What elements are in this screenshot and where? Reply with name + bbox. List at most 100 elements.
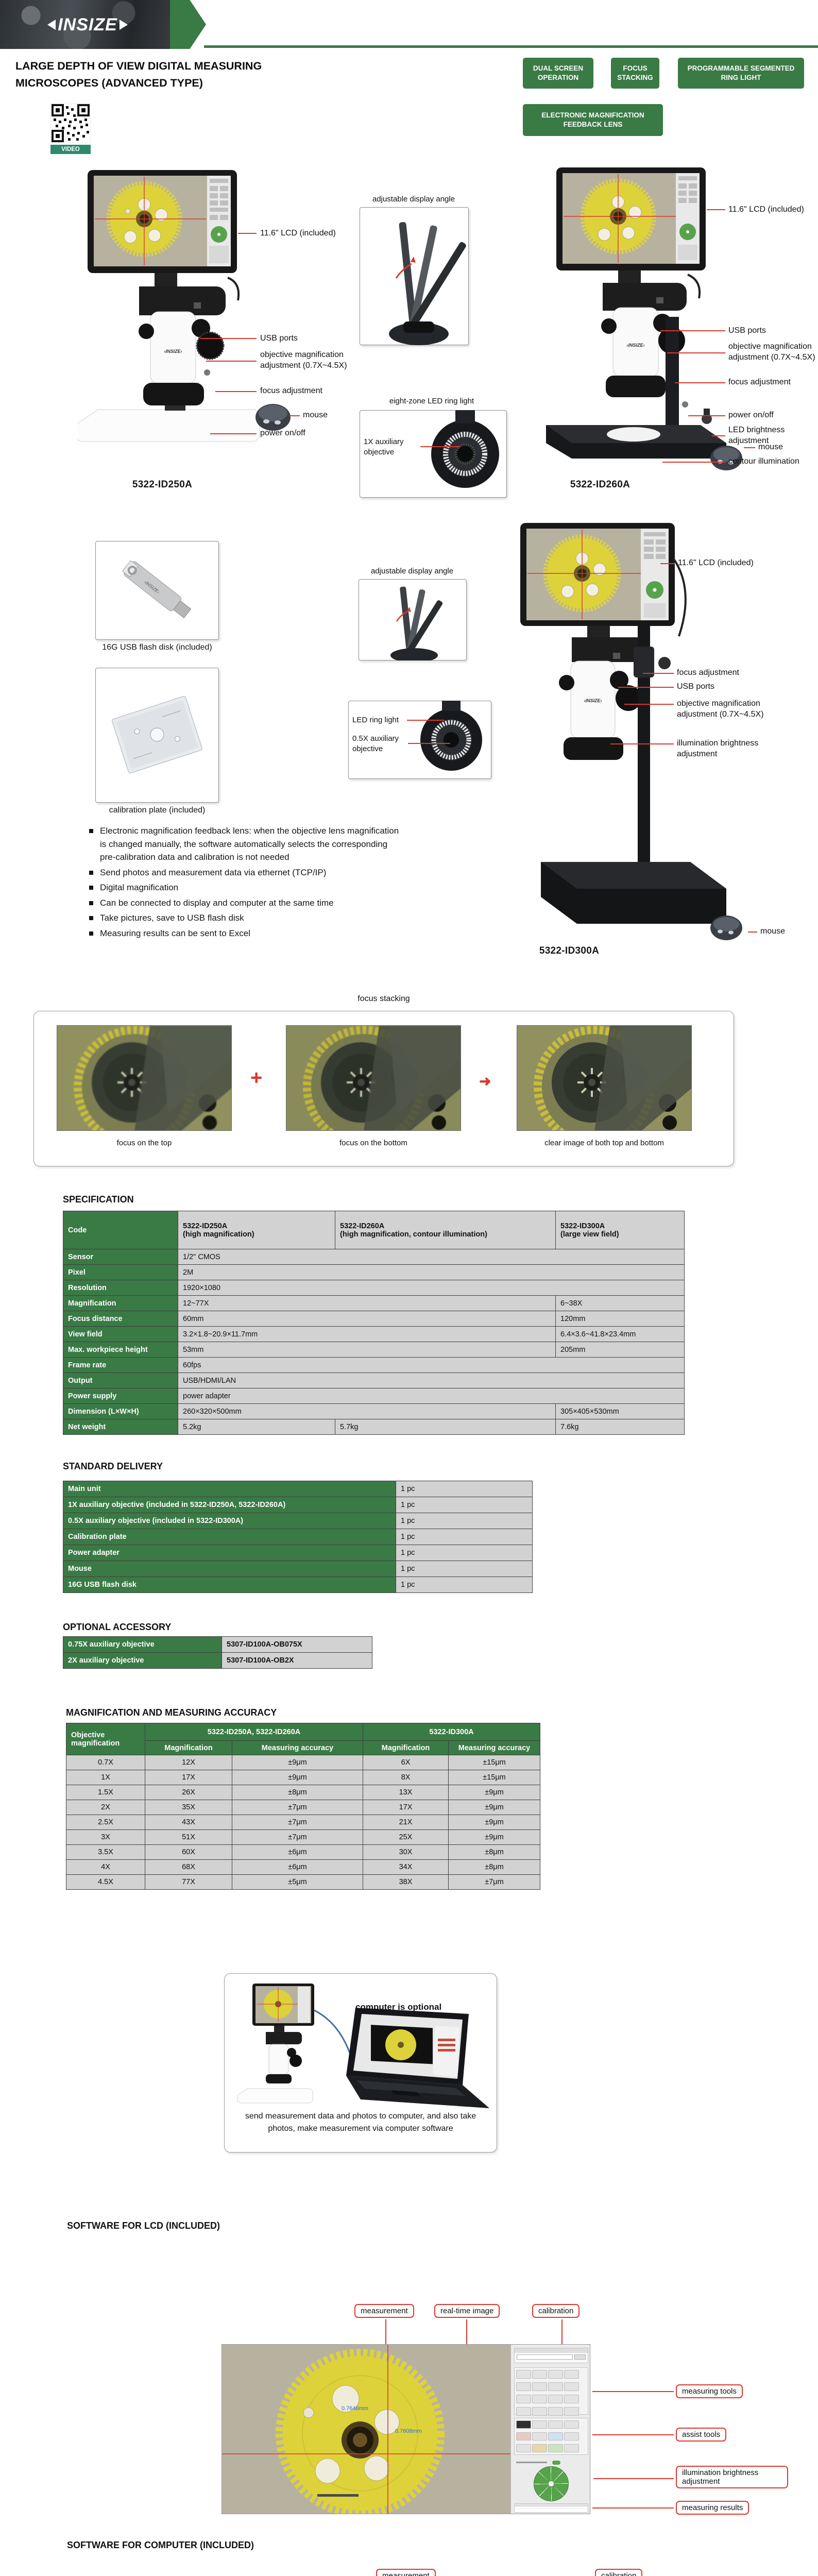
acc-cell: 2X xyxy=(66,1800,145,1815)
delivery-item: 0.5X auxiliary objective (included in 53… xyxy=(63,1513,396,1529)
lcd-assist-tools-grid[interactable] xyxy=(514,2418,588,2455)
plus-sign: + xyxy=(250,1066,263,1089)
lcd-measure-value-2: 0.7608mm xyxy=(395,2428,422,2434)
logo-text: INSIZE xyxy=(58,14,117,35)
acc-cell: 2.5X xyxy=(66,1815,145,1830)
lcd-light-switch[interactable] xyxy=(516,2458,586,2465)
acc-cell: 25X xyxy=(363,1829,449,1845)
inset-ring-title: eight-zone LED ring light xyxy=(389,397,474,405)
header-rule xyxy=(204,45,818,48)
callout-lcd-p3: 11.6" LCD (included) xyxy=(678,558,754,567)
acc-cell: ±7μm xyxy=(232,1829,363,1845)
spec-row-label: Pixel xyxy=(63,1264,178,1280)
accessory-table: 0.75X auxiliary objective 5307-ID100A-OB0… xyxy=(63,1636,372,1669)
callout-line xyxy=(610,743,674,744)
callout-line xyxy=(561,2319,563,2359)
callout-line xyxy=(289,415,300,416)
lcd-illumination-pie[interactable] xyxy=(534,2466,569,2501)
acc-cell: ±8μm xyxy=(448,1859,540,1875)
callout-line xyxy=(688,415,725,416)
acc-cell: ±6μm xyxy=(232,1859,363,1875)
spec-row-label: Magnification xyxy=(63,1295,178,1311)
callout-mouse-p2: mouse xyxy=(758,443,783,451)
spec-cell: 205mm xyxy=(555,1342,685,1358)
spec-cell: 53mm xyxy=(178,1342,556,1358)
acc-cell: 0.7X xyxy=(66,1755,145,1770)
callout-line xyxy=(206,361,257,362)
model-p3: 5322-ID300A xyxy=(539,945,600,956)
callout-line xyxy=(408,743,450,744)
acc-cell: 3X xyxy=(66,1829,145,1845)
spec-cell: 7.6kg xyxy=(555,1419,685,1435)
delivery-qty: 1 pc xyxy=(396,1577,533,1593)
spec-cell: 305×405×530mm xyxy=(555,1403,685,1419)
lcd-measuring-tools-grid[interactable] xyxy=(514,2367,588,2416)
spec-code-1: 5322-ID250A xyxy=(183,1222,228,1230)
logo-right-arrow-icon xyxy=(119,20,128,30)
acc-cell: ±7μm xyxy=(232,1800,363,1815)
acc-cell: ±15μm xyxy=(448,1770,540,1785)
accessory-item: 2X auxiliary objective xyxy=(63,1652,222,1669)
accuracy-acc-header: Measuring accuracy xyxy=(448,1740,540,1755)
accessory-title: OPTIONAL ACCESSORY xyxy=(63,1622,172,1632)
spec-cell: 1920×1080 xyxy=(178,1280,685,1296)
svg-text:‹INSIZE›: ‹INSIZE› xyxy=(627,343,645,348)
spec-table: Code 5322-ID250A (high magnification) 532… xyxy=(63,1211,685,1435)
accessory-code: 5307-ID100A-OB2X xyxy=(221,1652,372,1669)
callout-usb-p3: USB ports xyxy=(677,682,714,691)
product-3-image: ‹INSIZE› xyxy=(520,523,742,940)
acc-cell: ±15μm xyxy=(448,1755,540,1770)
acc-cell: ±9μm xyxy=(232,1755,363,1770)
spec-row-label: Focus distance xyxy=(63,1311,178,1327)
delivery-item: Mouse xyxy=(63,1561,396,1577)
spec-cell: 6.4×3.6~41.8×23.4mm xyxy=(555,1326,685,1342)
focus-caption-3: clear image of both top and bottom xyxy=(544,1139,664,1147)
inset-angle-title-2: adjustable display angle xyxy=(370,567,454,575)
spec-cell: 5.2kg xyxy=(178,1419,335,1435)
callout-illum-p3: illumination brightness adjustment xyxy=(677,739,759,759)
delivery-item: 1X auxiliary objective (included in 5322… xyxy=(63,1497,396,1513)
callout-line xyxy=(748,931,757,933)
label-measurement-pc: measurement xyxy=(376,2569,436,2576)
model-p1: 5322-ID250A xyxy=(132,479,193,490)
callout-objmag-p1: objective magnification adjustment (0.7X… xyxy=(260,350,347,370)
callout-focus-p2: focus adjustment xyxy=(728,378,791,386)
callout-line xyxy=(238,233,257,234)
inset-ring05-image xyxy=(420,701,482,771)
acc-cell: 21X xyxy=(363,1815,449,1830)
insize-logo: INSIZE xyxy=(31,13,144,36)
inset-aux05-label: 0.5X auxiliary objective xyxy=(352,734,399,753)
callout-contour-p2: contour illumination xyxy=(728,457,799,466)
badge-focus-stacking: FOCUS STACKING xyxy=(611,58,659,89)
callout-line xyxy=(660,563,675,564)
acc-cell: 8X xyxy=(363,1770,449,1785)
spec-row-label: Max. workpiece height xyxy=(63,1342,178,1358)
callout-line xyxy=(618,687,674,688)
lcd-software-screenshot: 0.7646mm 0.7608mm xyxy=(221,2344,590,2514)
lcd-tool-panel xyxy=(510,2345,590,2514)
computer-optional-image xyxy=(237,1984,489,2108)
acc-cell: 4.5X xyxy=(66,1874,145,1890)
acc-cell: 60X xyxy=(145,1844,232,1860)
callout-focus-p1: focus adjustment xyxy=(260,386,322,395)
callout-line xyxy=(675,382,725,383)
callout-line xyxy=(662,462,725,463)
spec-code-3-desc: (large view field) xyxy=(560,1230,619,1239)
header-green-chevron xyxy=(170,0,206,49)
focus-image-bottom xyxy=(286,1025,461,1131)
spec-cell: 120mm xyxy=(555,1311,685,1327)
arrow-sign: ➜ xyxy=(479,1073,491,1089)
spec-row-label: Power supply xyxy=(63,1388,178,1404)
lcd-measure-value-1: 0.7646mm xyxy=(342,2405,368,2412)
acc-cell: ±7μm xyxy=(232,1815,363,1830)
accuracy-mag-header: Magnification xyxy=(145,1740,232,1755)
callout-objmag-p3: objective magnification adjustment (0.7X… xyxy=(677,699,764,719)
acc-cell: 35X xyxy=(145,1800,232,1815)
acc-cell: ±6μm xyxy=(232,1844,363,1860)
accuracy-acc-header: Measuring accuracy xyxy=(232,1740,363,1755)
lcd-calibration-section[interactable] xyxy=(514,2348,588,2363)
delivery-qty: 1 pc xyxy=(396,1481,533,1497)
model-p2: 5322-ID260A xyxy=(570,479,630,490)
svg-text:‹INSIZE›: ‹INSIZE› xyxy=(164,349,182,354)
feature-item: Electronic magnification feedback lens: … xyxy=(88,824,403,864)
